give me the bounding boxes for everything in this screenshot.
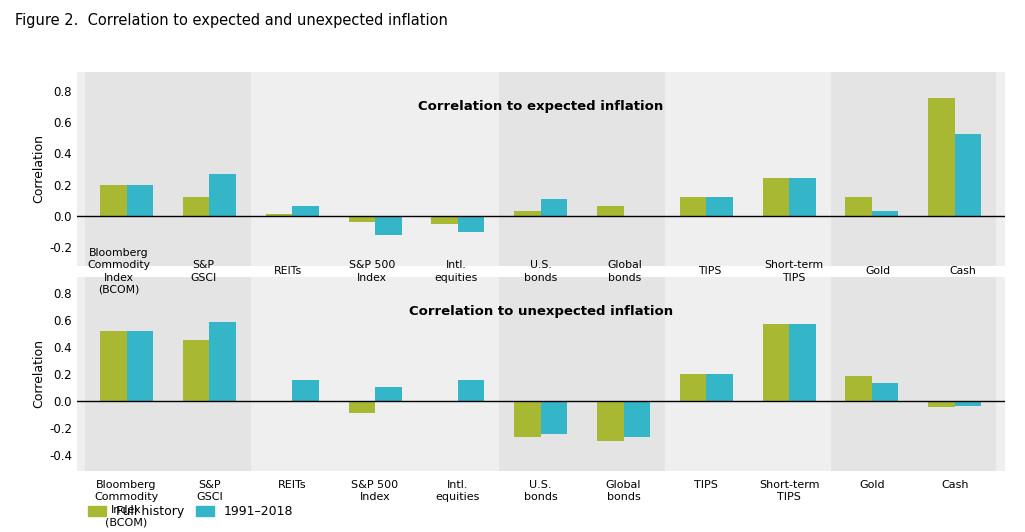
Y-axis label: Correlation: Correlation (32, 135, 45, 203)
Bar (85, 72, 251, 266)
Text: U.S.
bonds: U.S. bonds (524, 260, 558, 282)
Text: Correlation to unexpected inflation: Correlation to unexpected inflation (409, 305, 672, 318)
Bar (623, 401, 650, 437)
Bar (209, 173, 236, 216)
Bar (100, 330, 126, 401)
Bar (706, 374, 733, 401)
Bar (515, 211, 541, 216)
Bar (830, 72, 996, 266)
Bar (872, 211, 899, 216)
Bar (789, 178, 816, 216)
Bar (126, 185, 153, 216)
Bar (100, 185, 126, 216)
Bar (432, 216, 458, 224)
Bar (251, 277, 499, 471)
Bar (680, 374, 706, 401)
Bar (265, 214, 292, 216)
Bar (541, 198, 567, 216)
Bar (182, 340, 209, 401)
Bar (348, 401, 375, 413)
Bar (763, 178, 789, 216)
Text: Intl.
equities: Intl. equities (435, 260, 478, 282)
Bar (251, 72, 499, 266)
Bar (680, 197, 706, 216)
Bar (375, 387, 402, 401)
Bar (375, 216, 402, 235)
Text: Bloomberg
Commodity
Index
(BCOM): Bloomberg Commodity Index (BCOM) (87, 248, 151, 295)
Text: Short-term
TIPS: Short-term TIPS (764, 260, 823, 282)
Bar (846, 197, 872, 216)
Bar (126, 330, 153, 401)
Bar (955, 401, 981, 406)
Bar (292, 206, 319, 216)
Text: TIPS: TIPS (698, 267, 721, 276)
Text: S&P 500
Index: S&P 500 Index (348, 260, 396, 282)
Text: Figure 2.  Correlation to expected and unexpected inflation: Figure 2. Correlation to expected and un… (15, 13, 448, 28)
Text: Cash: Cash (949, 267, 976, 276)
Bar (872, 383, 899, 401)
Bar (515, 401, 541, 437)
Bar (499, 72, 665, 266)
Bar (85, 277, 251, 471)
Bar (789, 324, 816, 401)
Bar (597, 401, 623, 441)
Text: REITs: REITs (274, 267, 301, 276)
Bar (458, 216, 485, 231)
Bar (432, 401, 458, 402)
Bar (597, 206, 623, 216)
Bar (846, 377, 872, 401)
Bar (706, 197, 733, 216)
Bar (830, 277, 996, 471)
Y-axis label: Correlation: Correlation (32, 339, 45, 408)
Bar (292, 380, 319, 401)
Text: S&P
GSCI: S&P GSCI (191, 260, 216, 282)
Text: Correlation to expected inflation: Correlation to expected inflation (418, 100, 663, 113)
Bar (665, 72, 830, 266)
Bar (265, 401, 292, 402)
Bar (541, 401, 567, 435)
Bar (763, 324, 789, 401)
Bar (348, 216, 375, 222)
Bar (499, 277, 665, 471)
Bar (182, 197, 209, 216)
Bar (929, 98, 955, 216)
Legend: Full history, 1991–2018: Full history, 1991–2018 (83, 500, 298, 523)
Bar (929, 401, 955, 408)
Bar (209, 322, 236, 401)
Bar (665, 277, 830, 471)
Bar (458, 380, 485, 401)
Text: Gold: Gold (865, 267, 891, 276)
Text: Global
bonds: Global bonds (608, 260, 643, 282)
Bar (955, 135, 981, 216)
